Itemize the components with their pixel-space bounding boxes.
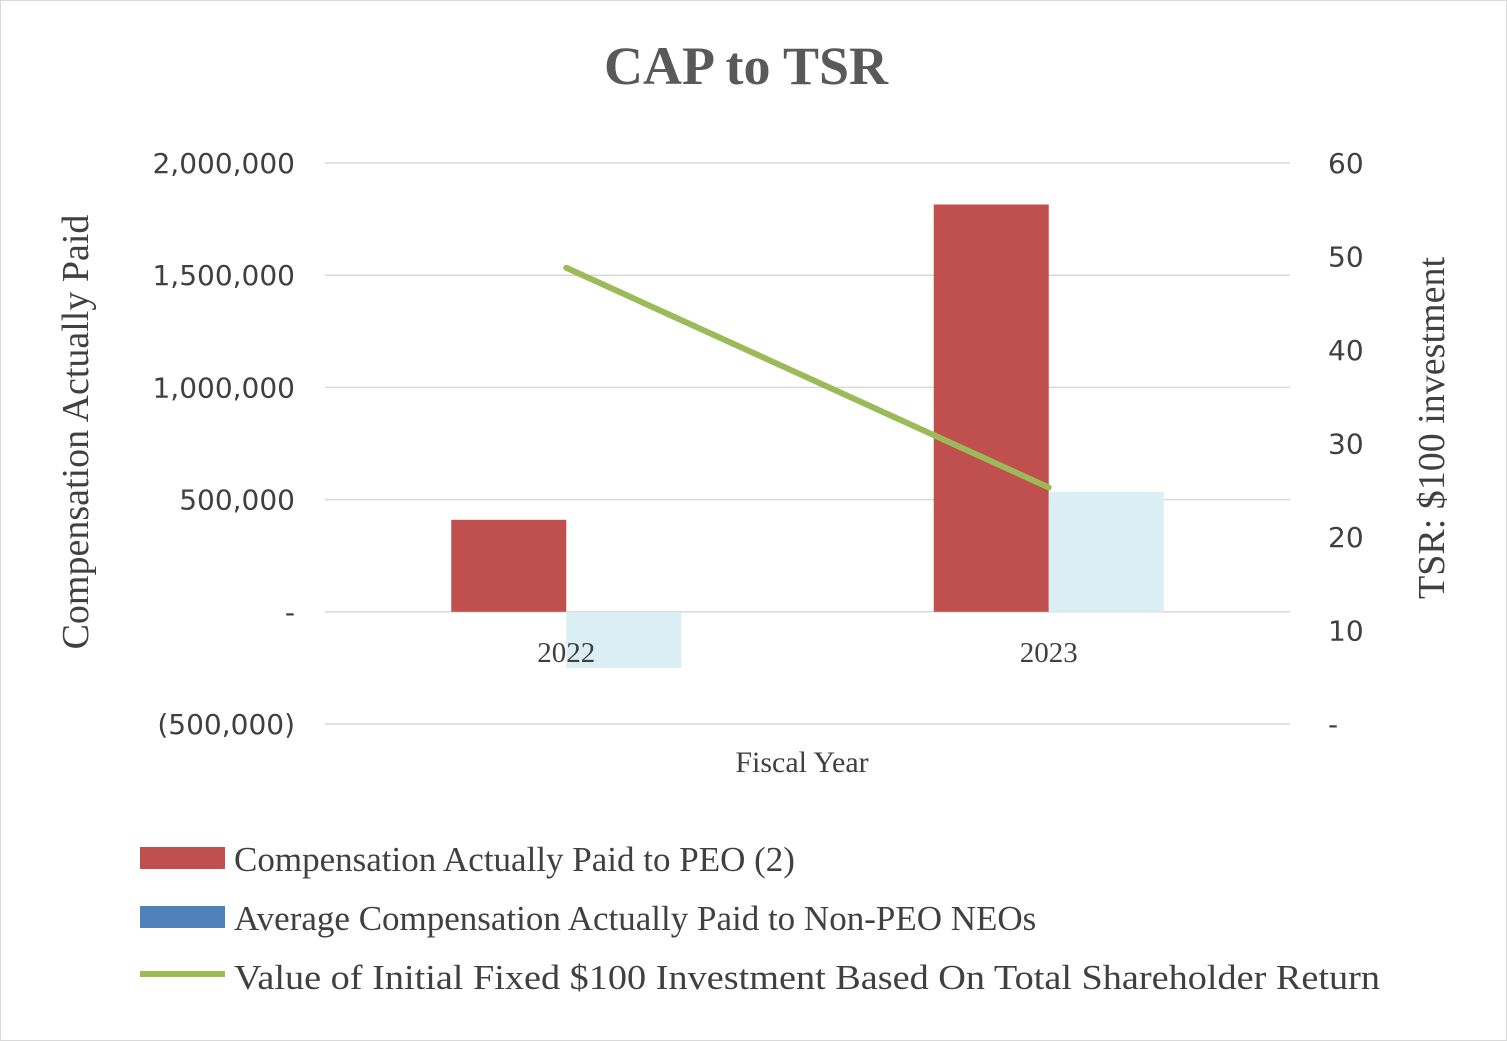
tsr-line [563,264,1052,491]
legend-swatch-peo [140,847,225,869]
legend-label-non-peo: Average Compensation Actually Paid to No… [234,899,1036,938]
y-tick-label: 1,500,000 [152,259,295,292]
tsr-line-group [563,264,1052,491]
y-axis-title: Compensation Actually Paid [55,215,97,650]
y2-tick-label: 50 [1328,241,1364,274]
bar-peo-2023 [933,204,1049,612]
y2-tick-label: 20 [1328,521,1364,554]
legend: Compensation Actually Paid to PEO (2) Av… [140,840,1380,997]
chart-title: CAP to TSR [604,36,889,96]
right-axis-ticks: - 10 20 30 40 50 60 [1328,147,1364,741]
gridlines [325,162,1290,725]
legend-label-peo: Compensation Actually Paid to PEO (2) [234,840,795,879]
bar-non-peo-2023 [1048,491,1164,612]
y2-tick-label: - [1328,708,1338,741]
y-tick-label: 500,000 [179,484,295,517]
legend-swatch-non-peo [140,906,225,928]
x-axis-title: Fiscal Year [735,746,868,779]
y-tick-label: (500,000) [157,708,295,741]
bar-peo-2022 [451,519,567,612]
y2-axis-title: TSR: $100 investment [1411,257,1453,599]
y2-tick-label: 60 [1328,147,1364,180]
y-tick-label: 2,000,000 [152,147,295,180]
left-axis-ticks: (500,000) - 500,000 1,000,000 1,500,000 2,000… [152,147,295,741]
legend-label-tsr: Value of Initial Fixed $100 Investment B… [234,958,1380,997]
y2-tick-label: 30 [1328,428,1364,461]
y-tick-label: 1,000,000 [152,371,295,404]
y2-tick-label: 10 [1328,615,1364,648]
y-tick-label: - [285,596,295,629]
bars [451,204,1164,668]
y2-tick-label: 40 [1328,334,1364,367]
category-labels: 2022 2023 [537,637,1078,669]
x-category-label: 2023 [1020,637,1078,669]
x-category-label: 2022 [537,637,595,669]
bar-non-peo-2022 [566,611,682,668]
